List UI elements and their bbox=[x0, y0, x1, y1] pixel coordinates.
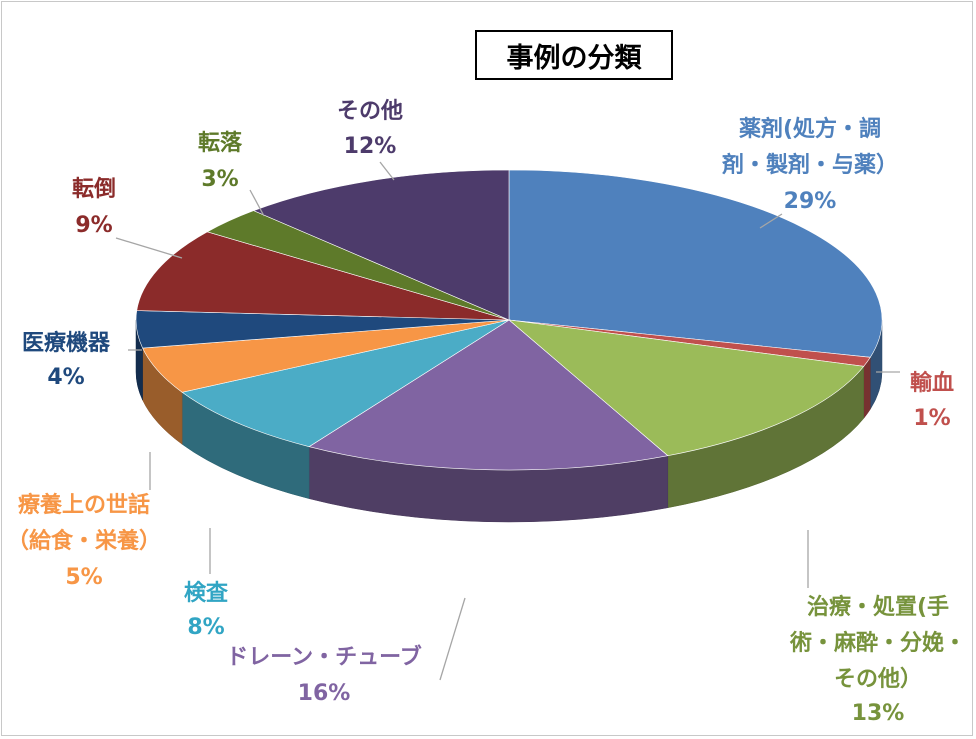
slice-5-label: 検査 bbox=[184, 581, 229, 606]
slice-5-percent: 8% bbox=[187, 615, 224, 640]
slice-3 bbox=[508, 319, 865, 457]
pie-slices bbox=[135, 169, 883, 471]
data-labels: 薬剤(処方・調剤・製剤・与薬） 29% 輸血 1% 治療・処置(手術・麻酔・分娩・その他… bbox=[7, 99, 966, 726]
slice-4-percent: 16% bbox=[298, 681, 351, 706]
slice-10 bbox=[252, 169, 510, 321]
slice-7-label: 医療機器 bbox=[22, 330, 111, 356]
slice-4-label: ドレーン・チューブ bbox=[226, 644, 422, 670]
slice-1 bbox=[508, 169, 883, 358]
slice-10-percent: 12% bbox=[344, 134, 397, 159]
slice-5 bbox=[181, 319, 510, 447]
slice-6-label: 療養上の世話（給食・栄養） bbox=[7, 492, 161, 554]
slice-10-leader-line bbox=[379, 161, 395, 181]
slice-8-percent: 9% bbox=[75, 213, 112, 238]
slice-2-label: 輸血 bbox=[910, 370, 954, 396]
slice-9-label: 転落 bbox=[198, 130, 243, 156]
slice-8-leader-line bbox=[115, 237, 183, 259]
slice-2-percent: 1% bbox=[913, 406, 950, 431]
chart-title: 事例の分類 bbox=[475, 30, 673, 80]
slice-1-leader-line bbox=[759, 213, 783, 229]
slice-6-percent: 5% bbox=[65, 565, 102, 590]
slice-9-percent: 3% bbox=[201, 167, 238, 192]
slice-3-label: 治療・処置(手術・麻酔・分娩・その他） bbox=[789, 594, 966, 692]
slice-8-label: 転倒 bbox=[72, 176, 116, 202]
slice-9-leader-line bbox=[249, 189, 265, 217]
slice-2-side bbox=[863, 356, 871, 420]
slice-1-percent: 29% bbox=[784, 189, 837, 214]
slice-10-label: その他 bbox=[337, 99, 403, 124]
slice-7-percent: 4% bbox=[47, 365, 84, 390]
slice-4 bbox=[308, 319, 669, 471]
slice-3-percent: 13% bbox=[852, 701, 905, 726]
slice-8 bbox=[136, 231, 510, 321]
slice-1-label: 薬剤(処方・調剤・製剤・与薬） bbox=[721, 116, 898, 178]
slice-4-leader-line bbox=[439, 597, 466, 681]
